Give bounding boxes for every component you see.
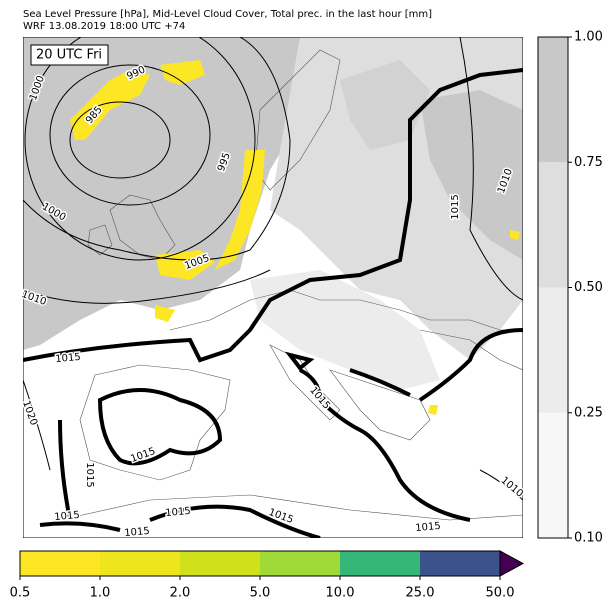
map-area bbox=[23, 37, 523, 538]
contour-label: 1015 bbox=[84, 462, 95, 487]
tick-label: 50.0 bbox=[486, 586, 515, 601]
colorbar-segment bbox=[538, 37, 568, 163]
contour-label: 1015 bbox=[124, 526, 150, 539]
colorbar-segment bbox=[180, 551, 260, 576]
tick-label: 25.0 bbox=[406, 586, 435, 601]
title: Sea Level Pressure [hPa], Mid-Level Clou… bbox=[23, 9, 432, 20]
colorbar-segment bbox=[538, 162, 568, 288]
contour-label: 1015 bbox=[415, 521, 441, 534]
contour-label: 1015 bbox=[54, 510, 80, 523]
tick-label: 10.0 bbox=[326, 586, 355, 601]
colorbar-segment bbox=[20, 551, 100, 576]
tick-label: 5.0 bbox=[250, 586, 271, 601]
tick-label: 1.0 bbox=[90, 586, 111, 601]
tick-label: 0.25 bbox=[574, 405, 603, 420]
subtitle: WRF 13.08.2019 18:00 UTC +74 bbox=[23, 21, 185, 32]
contour-label: 1015 bbox=[450, 194, 461, 219]
colorbar-segment bbox=[100, 551, 180, 576]
tick-label: 2.0 bbox=[170, 586, 191, 601]
colorbar-extend bbox=[499, 550, 525, 577]
colorbar-segment bbox=[538, 412, 568, 538]
colorbar-segment bbox=[260, 551, 340, 576]
colorbar-segment bbox=[538, 287, 568, 413]
contour-label: 1015 bbox=[55, 352, 81, 365]
colorbar-segment bbox=[420, 551, 500, 576]
colorbar-segment bbox=[340, 551, 420, 576]
tick-label: 0.75 bbox=[574, 155, 603, 170]
tick-label: 0.50 bbox=[574, 280, 603, 295]
tick-label: 0.10 bbox=[574, 531, 603, 546]
time-label: 20 UTC Fri bbox=[36, 48, 102, 63]
tick-label: 1.00 bbox=[574, 30, 603, 45]
tick-label: 0.5 bbox=[10, 586, 31, 601]
contour-label: 1015 bbox=[165, 506, 191, 519]
